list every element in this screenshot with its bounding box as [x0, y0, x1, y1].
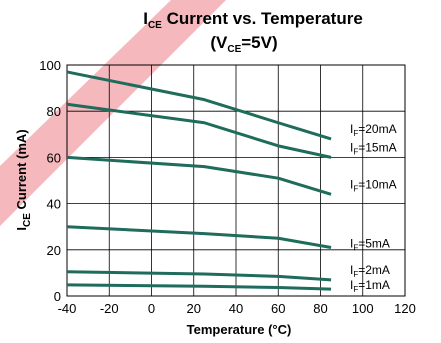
y-tick-label: 80	[47, 104, 61, 119]
chart-title-line1: ICE Current vs. Temperature	[143, 9, 363, 31]
x-tick-label: 0	[148, 301, 155, 316]
series-label: IF=10mA	[350, 177, 397, 193]
y-tick-label: 0	[54, 289, 61, 304]
x-tick-label: 120	[394, 301, 416, 316]
x-tick-label: 20	[187, 301, 201, 316]
chart-title-line2: (VCE=5V)	[210, 33, 277, 55]
y-tick-label: 60	[47, 150, 61, 165]
series-label: IF=2mA	[350, 263, 390, 279]
watermark-stripe	[0, 0, 226, 226]
y-tick-label: 40	[47, 197, 61, 212]
x-tick-label: -20	[100, 301, 119, 316]
y-tick-label: 100	[39, 58, 61, 73]
series-line	[66, 225, 332, 249]
series-label: IF=1mA	[350, 278, 390, 294]
series-line	[66, 283, 332, 291]
plot-frame	[66, 64, 406, 297]
x-tick-label: 80	[313, 301, 327, 316]
series-line	[66, 270, 332, 282]
x-tick-label: -40	[58, 301, 77, 316]
y-axis-label: ICE Current (mA)	[14, 129, 33, 230]
x-tick-label: 100	[352, 301, 374, 316]
series-line	[66, 102, 332, 159]
x-axis-ticks: -40 -20 0 20 40 60 80 100 120	[58, 301, 416, 316]
y-tick-label: 20	[47, 243, 61, 258]
x-axis-label: Temperature (°C)	[187, 322, 292, 337]
y-axis-ticks: 0 20 40 60 80 100	[39, 58, 61, 304]
series-lines	[66, 70, 332, 291]
x-tick-label: 40	[229, 301, 243, 316]
x-tick-label: 60	[271, 301, 285, 316]
series-line	[66, 70, 332, 141]
series-label: IF=15mA	[350, 140, 397, 156]
series-line	[66, 155, 332, 196]
series-label: IF=20mA	[350, 122, 397, 138]
series-label: IF=5mA	[350, 236, 390, 252]
